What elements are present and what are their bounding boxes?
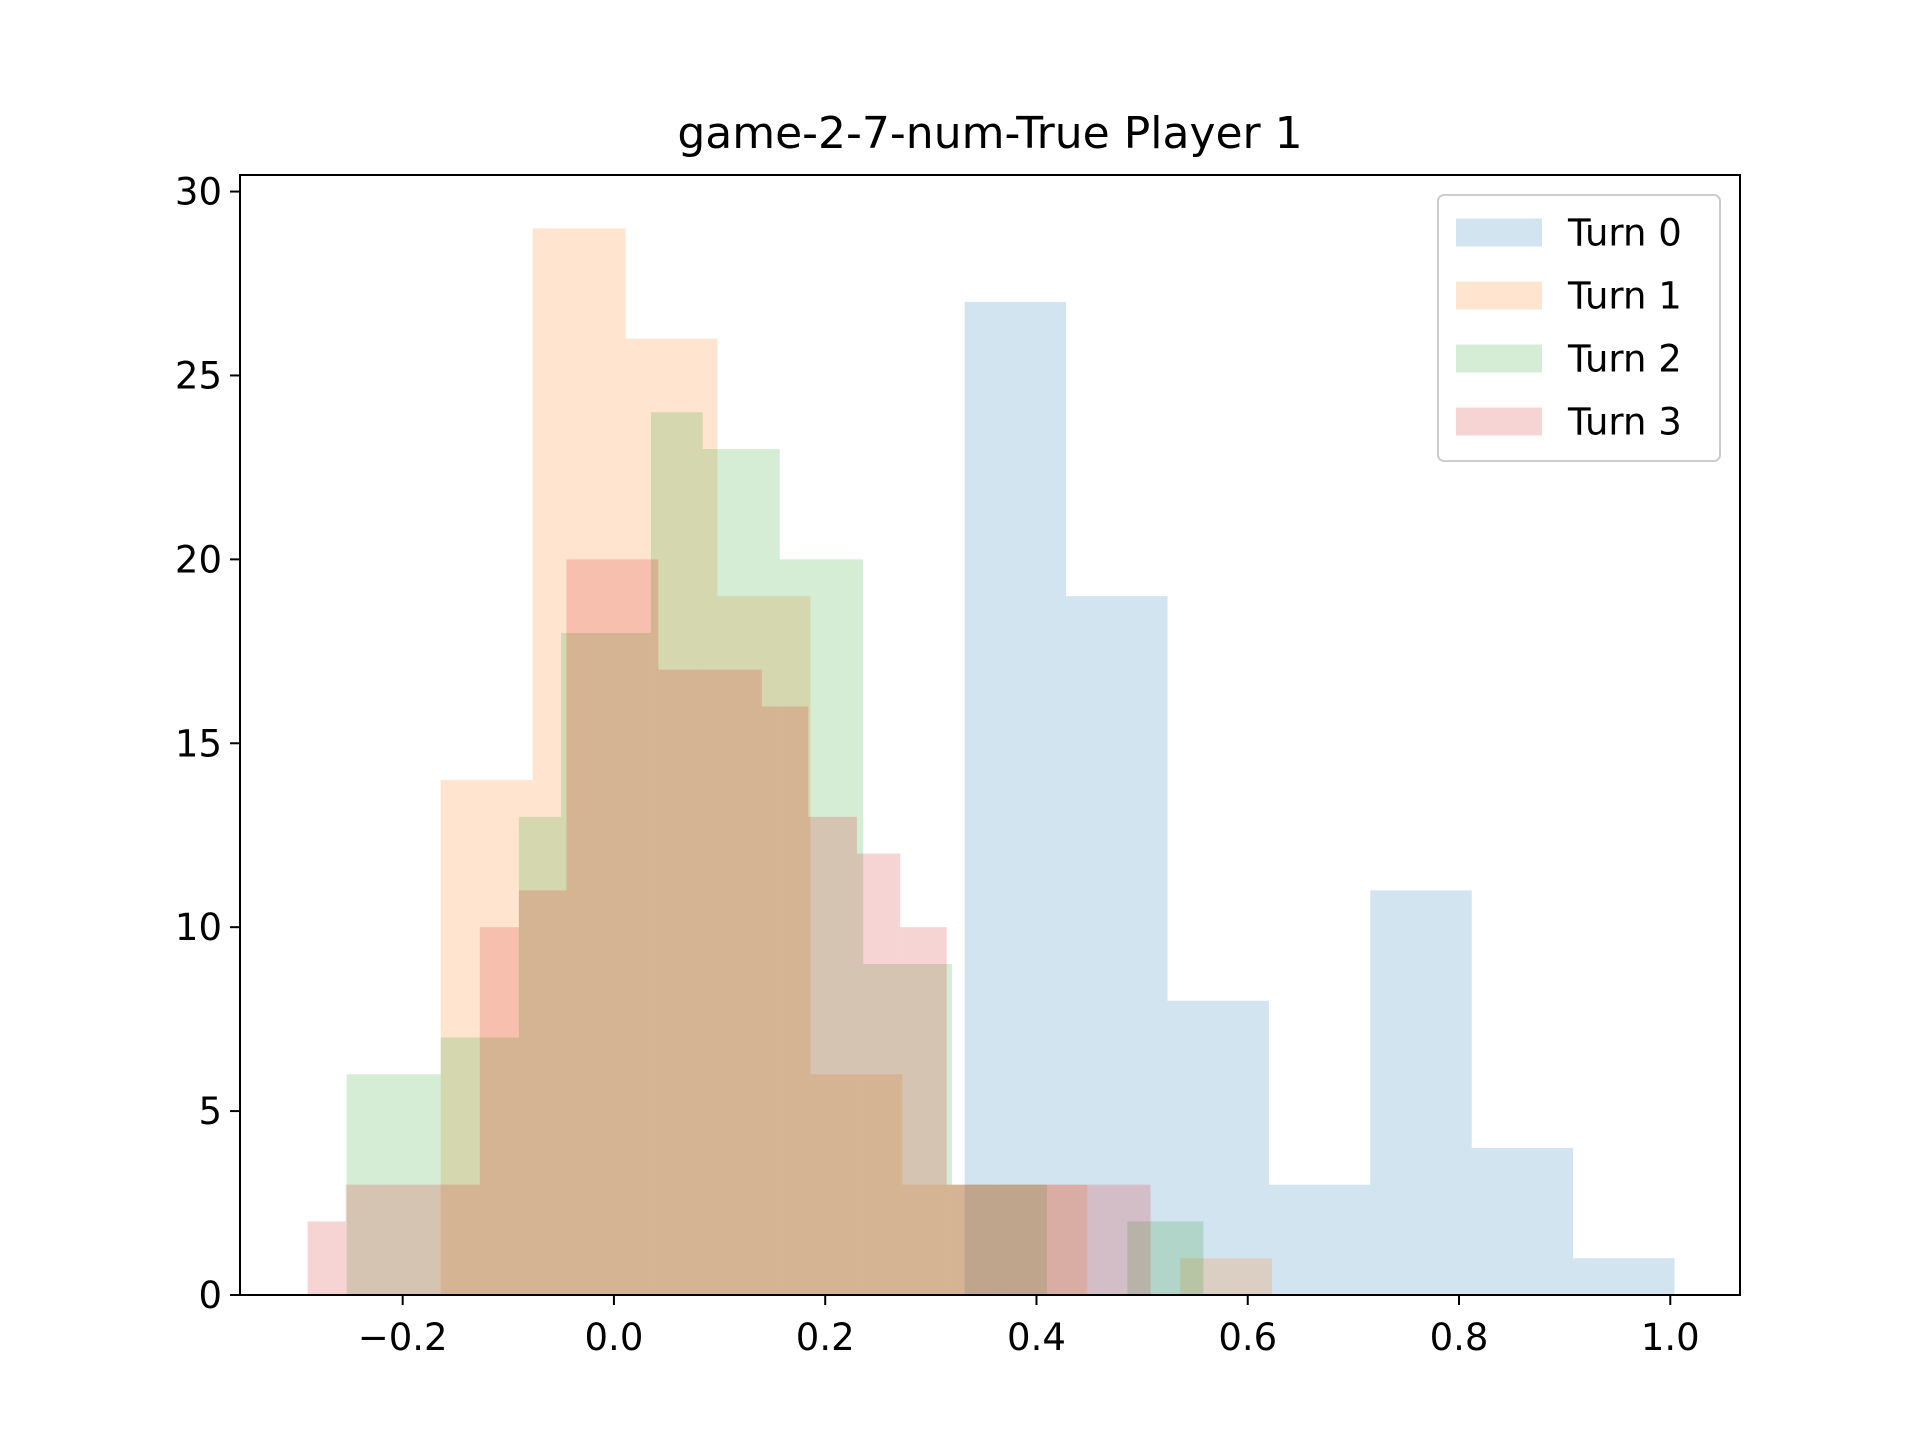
plot-frame xyxy=(239,174,1741,1296)
legend-swatch xyxy=(1456,218,1542,247)
histogram-bar xyxy=(650,412,703,1295)
y-tick-label: 15 xyxy=(175,722,222,765)
histogram-bar xyxy=(1167,1000,1269,1295)
histogram-bar xyxy=(779,559,864,1295)
legend-label: Turn 1 xyxy=(1567,275,1682,318)
y-tick-label: 5 xyxy=(198,1090,222,1133)
histogram-bar xyxy=(518,890,567,1295)
series-turn-0 xyxy=(964,301,1675,1295)
y-tick-label: 20 xyxy=(175,538,222,581)
x-tick-label: 0.0 xyxy=(585,1316,644,1359)
legend: Turn 0 Turn 1 Turn 2 Turn 3 xyxy=(1437,194,1721,462)
histogram-bar xyxy=(658,669,762,1295)
histogram-bar xyxy=(440,1037,519,1295)
histogram-bar xyxy=(900,927,947,1295)
histogram-bar xyxy=(518,816,562,1295)
histogram-bar xyxy=(1066,596,1168,1295)
histogram-bar xyxy=(1370,890,1472,1295)
x-tick-label: 0.4 xyxy=(1007,1316,1066,1359)
legend-label: Turn 0 xyxy=(1567,212,1682,255)
histogram-bar xyxy=(761,706,809,1295)
y-tick-label: 30 xyxy=(175,171,222,214)
histogram-bar xyxy=(951,1184,1048,1295)
series-turn-1 xyxy=(440,228,1273,1295)
histogram-bar xyxy=(1127,1221,1204,1295)
histogram-bar xyxy=(995,1184,1048,1295)
histogram-bar xyxy=(863,963,952,1295)
series-turn-2 xyxy=(346,412,1204,1296)
histogram-bar xyxy=(995,1184,1088,1295)
x-tick-label: 1.0 xyxy=(1641,1316,1700,1359)
histogram-bar xyxy=(1471,1147,1574,1295)
x-axis: −0.2 0.0 0.2 0.4 0.6 0.8 1.0 xyxy=(358,1295,1700,1359)
y-tick-label: 0 xyxy=(198,1274,222,1317)
legend-swatch xyxy=(1456,344,1542,373)
histogram-bar xyxy=(964,301,1067,1295)
histogram-bar xyxy=(479,927,519,1295)
histogram-bar xyxy=(1573,1258,1675,1295)
histogram-bar xyxy=(345,1184,389,1295)
x-tick-label: −0.2 xyxy=(358,1316,448,1359)
histogram-bar xyxy=(440,780,533,1295)
histogram-bar xyxy=(346,1074,441,1295)
histogram-bar xyxy=(946,1184,996,1295)
chart-title: game-2-7-num-True Player 1 xyxy=(677,108,1302,159)
histogram-bar xyxy=(625,338,718,1295)
histogram-bar xyxy=(856,853,901,1295)
histogram-bar xyxy=(388,1184,480,1295)
x-tick-label: 0.2 xyxy=(796,1316,855,1359)
histogram-bar xyxy=(1047,1184,1151,1295)
histogram-bar xyxy=(810,1074,903,1295)
histogram-bar xyxy=(566,559,659,1295)
y-axis: 0 5 10 15 20 25 30 xyxy=(175,171,240,1317)
histogram-bar xyxy=(532,228,626,1295)
histogram-bar xyxy=(702,449,780,1296)
legend-swatch xyxy=(1456,281,1542,310)
histogram-bar xyxy=(561,632,651,1295)
histogram-bar xyxy=(1180,1258,1273,1295)
series-turn-3 xyxy=(307,559,1151,1295)
histogram-bar xyxy=(717,596,811,1295)
legend-label: Turn 2 xyxy=(1567,338,1682,381)
x-tick-label: 0.6 xyxy=(1218,1316,1277,1359)
bars-layer xyxy=(307,228,1675,1296)
legend-swatch xyxy=(1456,407,1542,436)
histogram-bar xyxy=(808,816,857,1295)
x-tick-label: 0.8 xyxy=(1430,1316,1489,1359)
y-tick-label: 25 xyxy=(175,354,222,397)
legend-label: Turn 3 xyxy=(1567,401,1682,444)
histogram-bar xyxy=(307,1221,346,1295)
histogram-bar xyxy=(1268,1184,1371,1295)
y-tick-label: 10 xyxy=(175,906,222,949)
legend-frame xyxy=(1437,194,1721,462)
histogram-bar xyxy=(902,1184,996,1295)
